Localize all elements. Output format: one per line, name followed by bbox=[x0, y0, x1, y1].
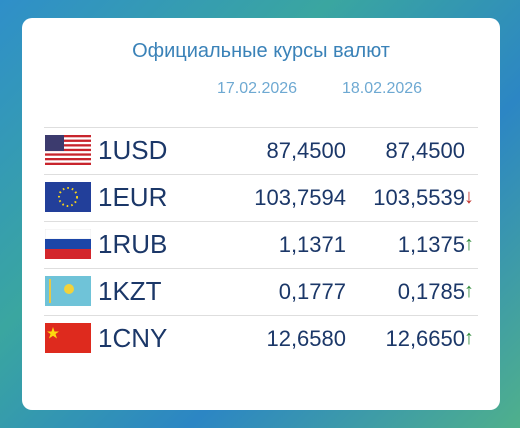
flag-usd bbox=[45, 135, 91, 165]
currency-code: 1EUR bbox=[98, 182, 168, 212]
flag-kzt bbox=[45, 276, 91, 306]
rate-value: 103,5539 bbox=[373, 185, 465, 210]
rate-value: 0,1777 bbox=[278, 279, 346, 304]
trend-arrow: ↑ bbox=[464, 233, 474, 255]
row-separator bbox=[44, 315, 478, 316]
rate-value: 103,7594 bbox=[254, 185, 346, 210]
column-date: 18.02.2026 bbox=[341, 80, 423, 97]
rate-value: 87,4500 bbox=[385, 138, 465, 163]
rate-value: 87,4500 bbox=[266, 138, 346, 163]
row-separator bbox=[44, 127, 478, 128]
currency-code: 1KZT bbox=[98, 276, 162, 306]
row-separator bbox=[44, 268, 478, 269]
flag-cny bbox=[45, 323, 91, 353]
rate-value: 0,1785 bbox=[397, 279, 465, 304]
rate-value: 1,1375 bbox=[397, 232, 465, 257]
rate-value: 12,6650 bbox=[385, 326, 465, 351]
rates-card: Официальные курсы валют 17.02.2026 18.02.… bbox=[22, 18, 500, 410]
currency-code: 1CNY bbox=[98, 323, 168, 353]
trend-arrow: ↑ bbox=[464, 280, 474, 302]
column-date: 17.02.2026 bbox=[216, 80, 298, 97]
rate-value: 12,6580 bbox=[266, 326, 346, 351]
trend-arrow: ↑ bbox=[464, 327, 474, 349]
rate-value: 1,1371 bbox=[278, 232, 346, 257]
flag-rub bbox=[45, 229, 91, 259]
row-separator bbox=[44, 174, 478, 175]
currency-code: 1USD bbox=[98, 135, 168, 165]
trend-arrow: ↓ bbox=[464, 186, 474, 208]
currency-code: 1RUB bbox=[98, 229, 168, 259]
flag-eur bbox=[45, 182, 91, 212]
row-separator bbox=[44, 221, 478, 222]
title: Официальные курсы валют bbox=[132, 40, 390, 62]
